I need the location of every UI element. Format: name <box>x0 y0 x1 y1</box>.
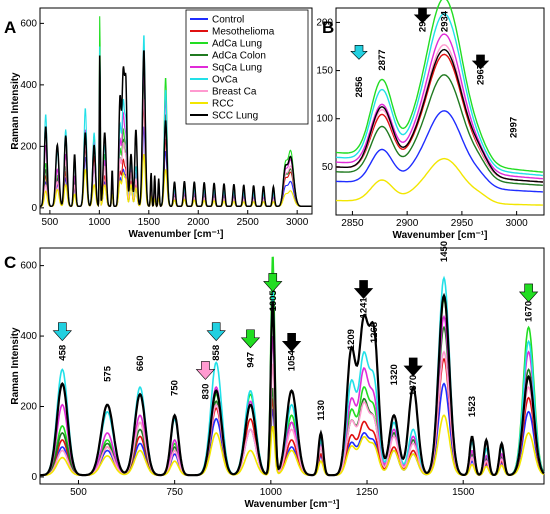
chart-panel-a: 500 1000 1500 2000 2500 3000 0 200 400 600 Wavenum… <box>10 7 313 240</box>
peak-label: 2997 <box>508 117 519 138</box>
series-line <box>335 110 543 193</box>
peak-label: 2877 <box>377 49 388 70</box>
x-tick-label: 2950 <box>451 218 474 229</box>
series-line <box>335 33 543 180</box>
y-tick-label: 200 <box>20 141 37 152</box>
chart-panel-c: 500 750 1000 1250 1500 0 200 400 600 Wavenumber [… <box>10 241 545 510</box>
peak-label: 2967 <box>476 64 487 85</box>
panel-label-c: C <box>4 253 16 272</box>
series-line <box>40 292 545 477</box>
arrow-icon <box>195 361 216 380</box>
y-tick-label: 0 <box>31 203 37 214</box>
x-tick-label: 1250 <box>356 487 379 498</box>
panel-label-b: B <box>322 18 334 37</box>
x-axis-label: Wavenumber [cm⁻¹] <box>393 230 488 241</box>
arrow-icon <box>240 329 261 349</box>
x-tick-label: 1500 <box>452 487 475 498</box>
x-tick-label: 500 <box>70 487 87 498</box>
peak-label: 2934 <box>439 10 450 32</box>
x-axis-label: Wavenumber [cm⁻¹] <box>245 499 340 510</box>
chart-panel-b: 2850 2900 2950 3000 50 100 150 200 Wavenumber [c… <box>316 0 545 241</box>
legend-entry: RCC <box>212 99 234 110</box>
arrow-icon <box>52 322 72 342</box>
arrow-icon <box>281 332 302 352</box>
y-tick-label: 200 <box>20 402 37 413</box>
peak-label: 1130 <box>316 400 327 421</box>
legend-entry: SqCa Lung <box>212 63 262 74</box>
peak-label: 830 <box>200 384 211 400</box>
legend-entry: Breast Ca <box>212 87 257 98</box>
legend-entry: OvCa <box>212 75 238 86</box>
y-tick-label: 150 <box>316 66 333 77</box>
x-axis-label: Wavenumber [cm⁻¹] <box>129 229 224 240</box>
plot-frame <box>39 7 313 215</box>
peak-label: 2856 <box>354 76 365 97</box>
x-tick-label: 2900 <box>396 218 419 229</box>
x-tick-label: 2850 <box>341 218 364 229</box>
y-axis-label: Raman Intensity <box>10 327 21 405</box>
peak-label: 660 <box>135 355 146 371</box>
y-tick-label: 100 <box>316 114 333 125</box>
peak-label: 750 <box>170 380 181 396</box>
y-tick-label: 400 <box>20 80 37 91</box>
peak-label: 1670 <box>524 301 535 322</box>
x-tick-label: 3000 <box>286 217 309 228</box>
legend-entry: AdCa Colon <box>212 51 266 62</box>
series-line <box>335 74 543 186</box>
x-tick-label: 1000 <box>260 487 283 498</box>
peak-label: 1005 <box>268 290 279 312</box>
arrow-icon <box>471 54 490 70</box>
legend-entry: Control <box>212 15 244 26</box>
series-line <box>335 48 543 183</box>
arrow-icon <box>206 322 226 342</box>
series-line <box>336 157 543 206</box>
peak-label: 1054 <box>287 349 298 371</box>
panel-label-a: A <box>4 18 16 37</box>
legend-entry: Mesothelioma <box>212 27 275 38</box>
y-axis-label: Raman Intensity <box>10 72 21 150</box>
x-tick-label: 1500 <box>138 217 161 228</box>
plot-frame <box>39 247 545 485</box>
y-tick-label: 600 <box>20 18 37 29</box>
peak-label: 1370 <box>408 375 419 396</box>
series-line <box>335 0 543 173</box>
y-tick-label: 0 <box>31 472 37 483</box>
legend-entry: SCC Lung <box>212 111 258 122</box>
series-line <box>40 50 312 208</box>
x-tick-label: 2500 <box>237 217 260 228</box>
arrow-icon <box>518 283 539 303</box>
legend-entry: AdCa Lung <box>212 39 262 50</box>
y-tick-label: 400 <box>20 331 37 342</box>
x-tick-label: 500 <box>42 217 59 228</box>
arrow-icon <box>263 273 283 292</box>
plot-frame <box>335 7 545 216</box>
arrow-icon <box>413 8 432 24</box>
peak-label: 1320 <box>389 364 400 385</box>
peak-label: 575 <box>102 365 113 382</box>
peak-label: 1268 <box>369 322 380 343</box>
y-tick-label: 50 <box>322 162 334 173</box>
peak-label: 458 <box>57 345 68 361</box>
x-tick-label: 750 <box>166 487 183 498</box>
peak-label: 947 <box>245 352 256 368</box>
peak-label: 1209 <box>346 329 357 350</box>
arrow-icon <box>403 357 423 377</box>
y-tick-label: 600 <box>20 261 37 272</box>
peak-label: 858 <box>211 345 222 361</box>
arrow-icon <box>350 45 368 60</box>
x-tick-label: 2000 <box>187 217 210 228</box>
peak-label: 1523 <box>467 396 478 417</box>
peak-label: 1450 <box>439 241 450 262</box>
y-tick-label: 200 <box>316 17 333 28</box>
arrow-icon <box>353 280 374 299</box>
series-line <box>335 12 543 177</box>
peak-label: 1241 <box>359 297 370 319</box>
x-tick-label: 1000 <box>88 217 111 228</box>
x-tick-label: 3000 <box>506 218 529 229</box>
